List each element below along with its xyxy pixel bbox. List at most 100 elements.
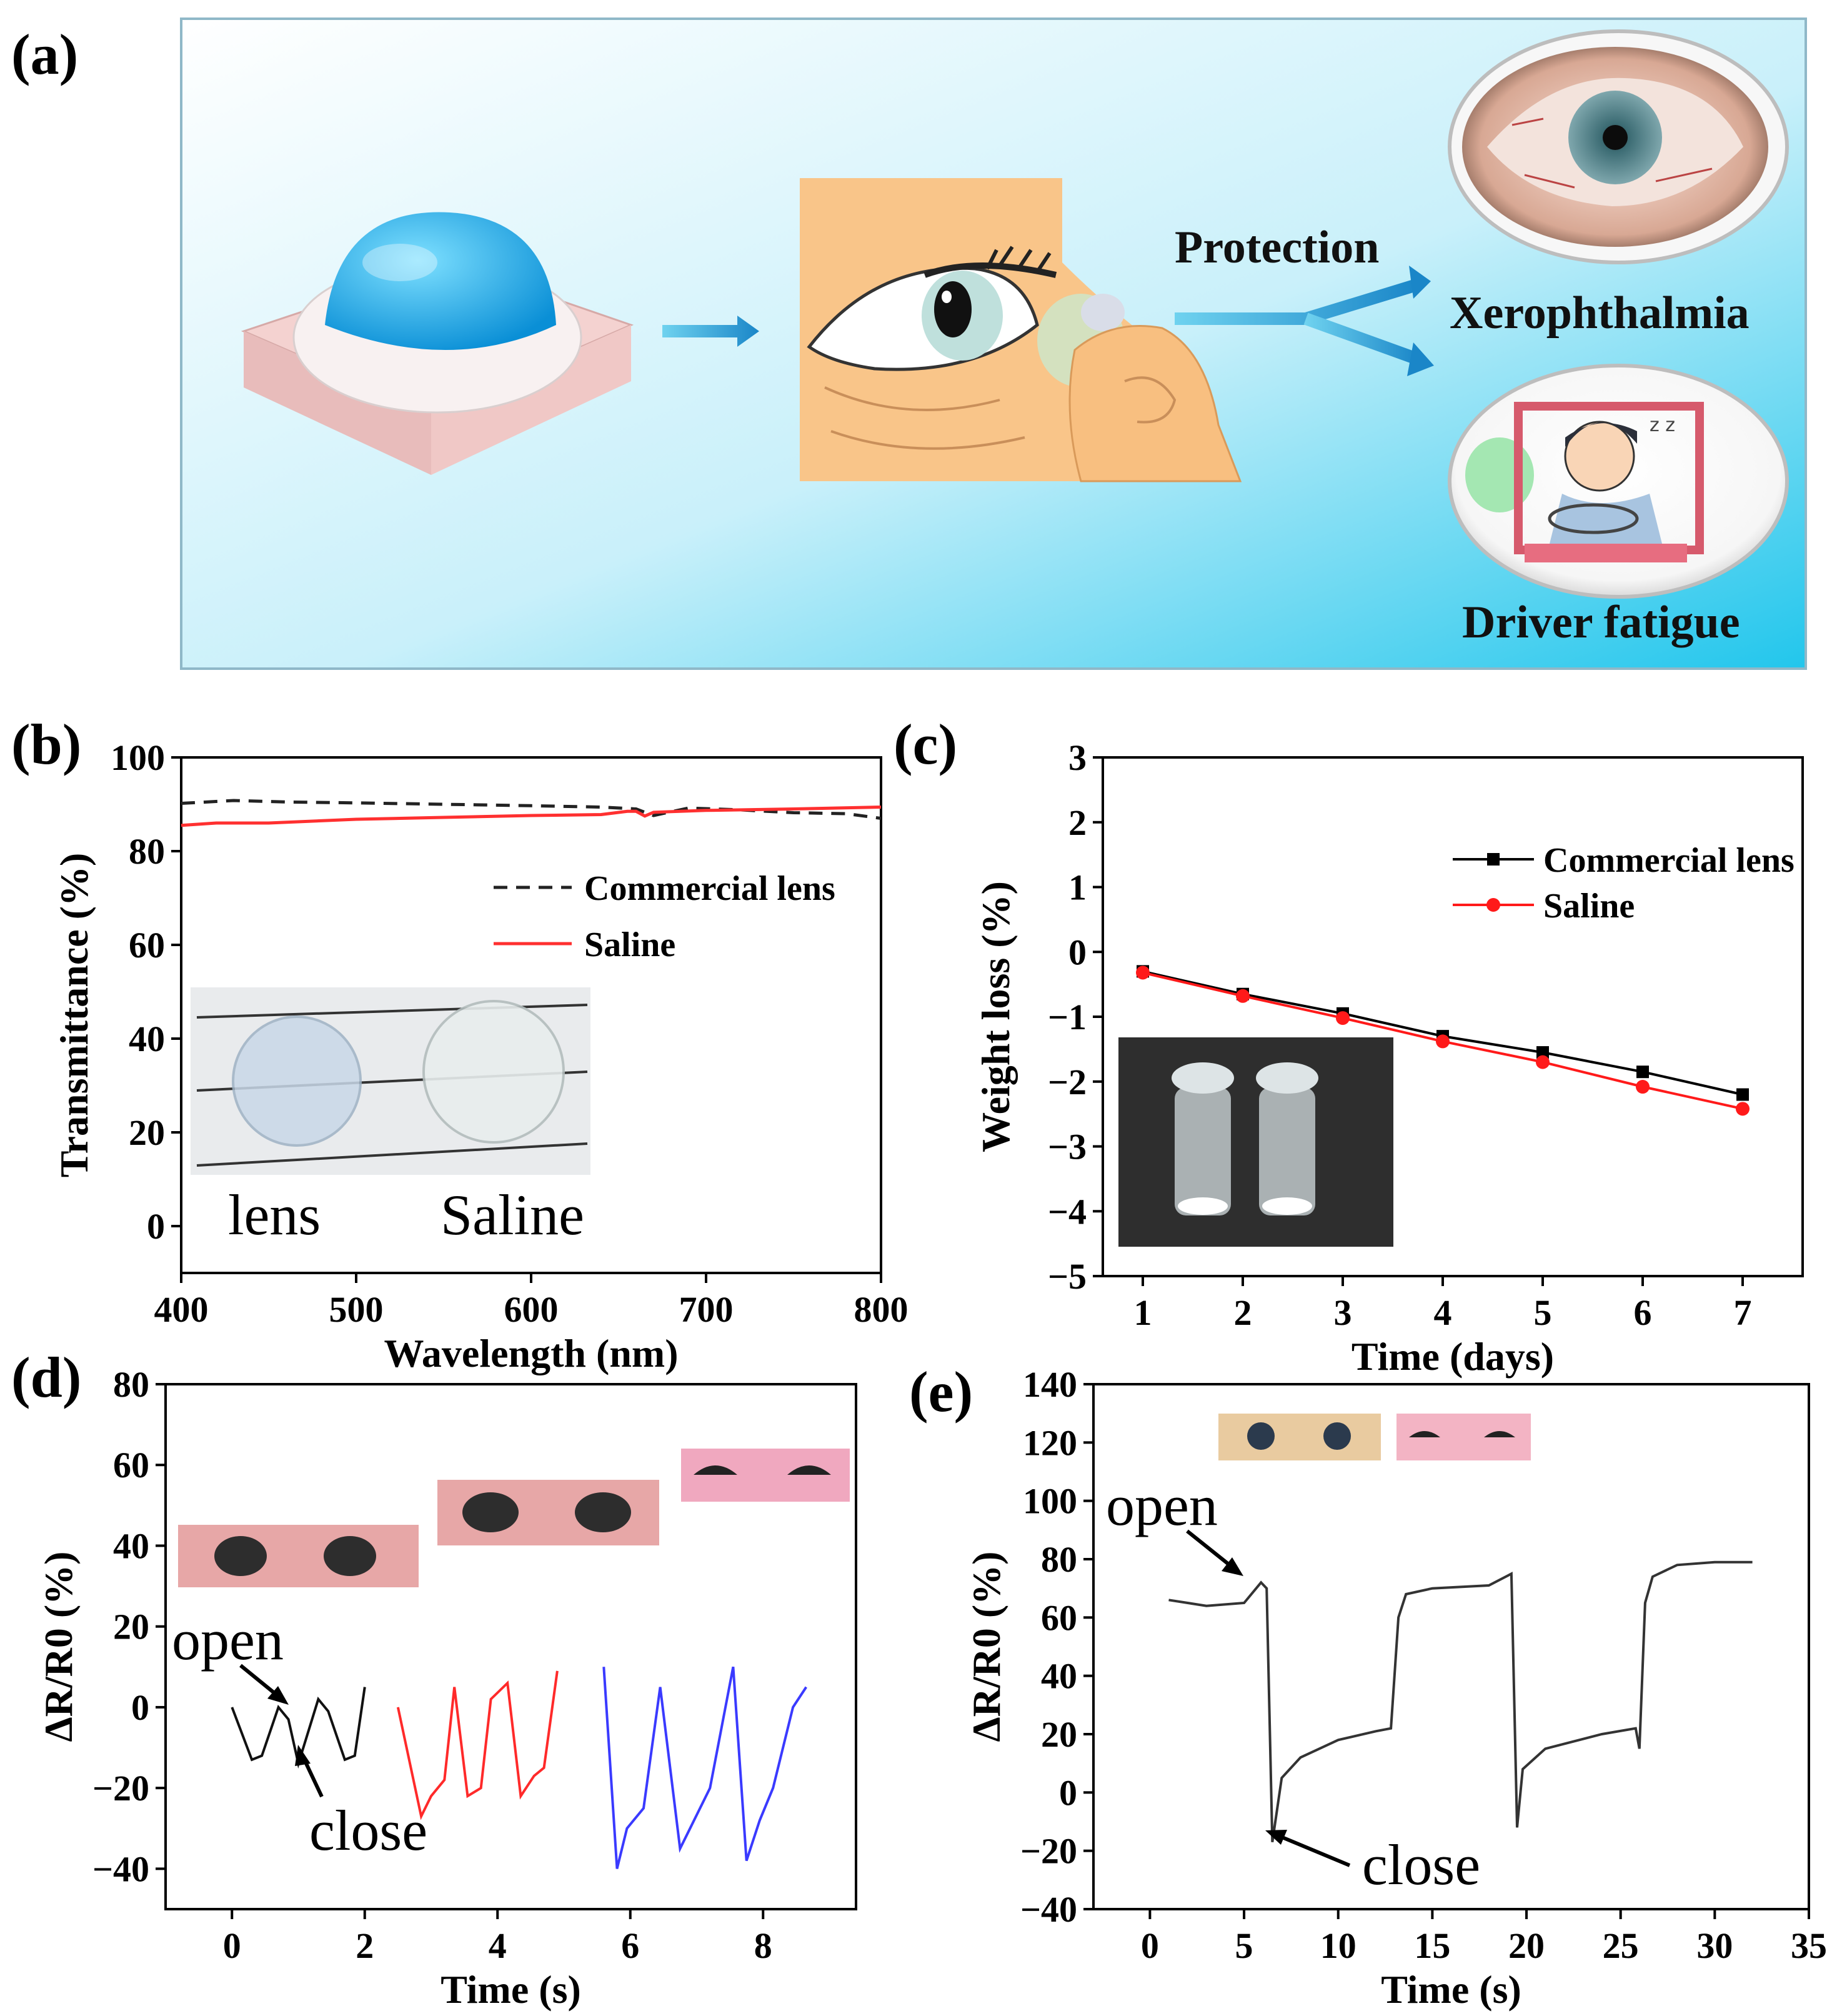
blink-response-chart: 0 2 4 6 8 −40 −20 0 20 40 60 80 Time (s) ΔR/R0 (%) [36,1364,857,2012]
series-line-red [396,1670,559,1820]
y-tick-label: 40 [129,1019,165,1059]
panel-label-e: (e) [909,1360,973,1424]
x-tick-label: 6 [621,1925,639,1966]
y-tick-label: 40 [113,1525,149,1566]
driver-fatigue-bubble: z z [1448,364,1789,599]
data-point-circle [1436,1034,1450,1049]
driver-fatigue-label: Driver fatigue [1462,597,1740,648]
x-tick-label: 600 [504,1289,559,1330]
data-point-circle [1136,966,1150,980]
x-tick-label: 4 [1434,1292,1452,1333]
y-tick-label: 0 [147,1206,165,1247]
x-tick-label: 15 [1414,1925,1450,1966]
y-tick-label: 120 [1023,1422,1077,1463]
y-tick-label: −5 [1048,1256,1087,1297]
y-tick-label: 80 [1041,1539,1077,1580]
x-tick-label: 7 [1734,1292,1752,1333]
y-tick-label: 0 [131,1687,149,1728]
legend-marker [1487,853,1500,866]
panel-label-b: (b) [11,712,81,776]
x-axis-title: Wavelength (nm) [384,1331,678,1375]
data-point-circle [1236,989,1250,1003]
y-tick-label: −1 [1048,997,1087,1037]
transmittance-chart: 400 500 600 700 800 0 20 40 60 80 100 Wavelength (n… [52,737,909,1375]
y-tick-label: 80 [113,1364,149,1405]
y-tick-label: 40 [1041,1656,1077,1697]
eye-closure-response-chart: 0 5 10 15 20 25 30 35 −40 −20 0 20 40 60 80 100 120 140 Ti… [964,1364,1827,2012]
data-point-square [1636,1065,1649,1079]
y-tick-label: 60 [1041,1597,1077,1638]
x-tick-label: 6 [1634,1292,1652,1333]
y-tick-label: 60 [113,1445,149,1485]
inset-saline-label: Saline [441,1183,584,1247]
legend-label: Commercial lens [1543,841,1795,880]
x-tick-label: 0 [1141,1925,1159,1966]
lens-photo-inset [191,987,590,1175]
x-tick-label: 35 [1791,1925,1827,1966]
e-close-label: close [1362,1833,1480,1897]
branch-arrow-icon [1175,266,1434,376]
e-arrow-icons [1186,1529,1351,1867]
y-tick-label: 100 [111,737,165,778]
x-axis-title: Time (days) [1352,1334,1554,1379]
dry-eye-bubble [1448,29,1789,264]
plot-frame [164,1383,857,1910]
x-tick-label: 3 [1334,1292,1352,1333]
x-axis-title: Time (s) [441,1967,581,2012]
y-tick-label: 20 [129,1112,165,1153]
x-tick-label: 30 [1696,1925,1733,1966]
d-arrow-icons [239,1664,324,1798]
y-tick-label: 60 [129,925,165,966]
xerophthalmia-label: Xerophthalmia [1450,287,1750,339]
y-tick-label: 20 [113,1607,149,1647]
series-line-blue [602,1666,807,1869]
x-tick-label: 4 [489,1925,507,1966]
eye-lens-insertion-illustration [800,178,1242,482]
series-line-commercial-lens [181,799,882,820]
y-tick-label: −3 [1048,1127,1087,1167]
y-tick-label: −40 [92,1849,149,1889]
x-tick-label: 8 [754,1925,772,1966]
x-tick-label: 5 [1534,1292,1552,1333]
legend-label: Saline [1543,887,1635,926]
x-tick-label: 0 [223,1925,241,1966]
y-axis-title: ΔR/R0 (%) [964,1552,1008,1742]
svg-text:z z: z z [1650,414,1675,436]
x-axis-title: Time (s) [1381,1967,1521,2012]
y-axis-title: ΔR/R0 (%) [36,1552,81,1742]
series-line-saline [181,806,882,827]
y-axis-title: Weight loss (%) [973,881,1018,1152]
x-tick-label: 1 [1134,1292,1152,1333]
arrow-right-icon [662,316,759,347]
y-tick-label: 140 [1023,1364,1077,1405]
data-point-square [1536,1046,1549,1059]
eye-photo-inset-3 [681,1449,850,1502]
legend-label: Commercial lens [584,869,835,908]
x-tick-label: 2 [356,1925,374,1966]
y-tick-label: −20 [92,1768,149,1809]
eye-photo-inset-1 [178,1525,419,1587]
protection-label: Protection [1175,222,1379,273]
panel-a-scheme: Protection Xerophthalmia z [180,17,1807,670]
x-tick-label: 500 [329,1289,384,1330]
data-point-square [1736,1088,1749,1101]
y-tick-label: 80 [129,831,165,872]
panel-label-c: (c) [894,712,957,776]
y-tick-label: 1 [1068,867,1087,908]
legend-marker [1486,898,1500,912]
y-tick-label: −4 [1048,1191,1087,1232]
x-tick-label: 800 [854,1289,909,1330]
x-tick-label: 25 [1603,1925,1639,1966]
eye-photo-inset-4 [1218,1414,1381,1460]
x-tick-label: 10 [1320,1925,1357,1966]
y-tick-label: −20 [1020,1831,1077,1872]
x-tick-label: 2 [1234,1292,1252,1333]
y-tick-label: 100 [1023,1481,1077,1522]
data-point-circle [1736,1102,1750,1116]
plot-frame [1092,1383,1810,1910]
d-close-label: close [309,1799,427,1862]
lens-mold-illustration [241,212,634,475]
x-tick-label: 700 [679,1289,734,1330]
